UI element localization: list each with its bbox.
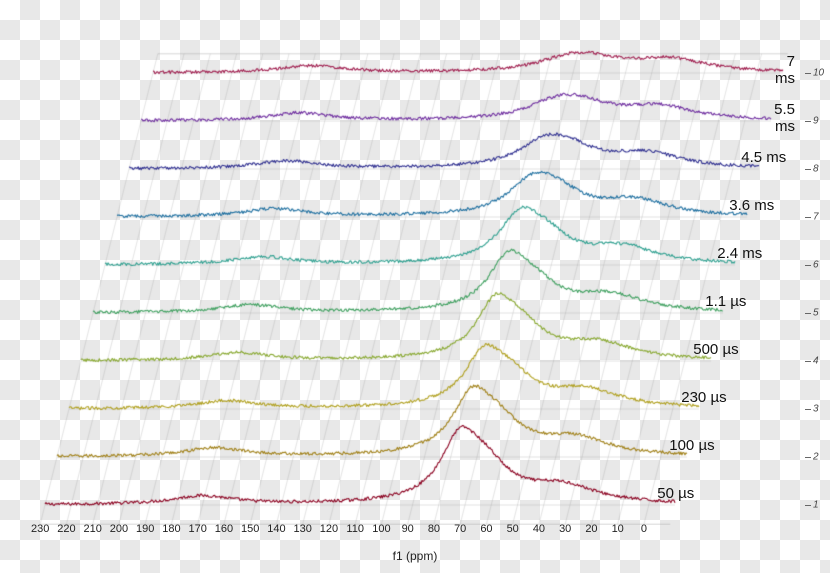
- x-tick: 130: [294, 523, 312, 535]
- trace-label: 100 µs: [669, 437, 714, 454]
- y2-tick-mark: [805, 361, 811, 362]
- x-tick: 150: [241, 523, 259, 535]
- trace-label: 2.4 ms: [717, 245, 762, 262]
- y2-axis: 1 2 3 4 5 6 7 8 9 10: [805, 15, 827, 525]
- y2-tick: 8: [813, 164, 819, 175]
- x-tick: 20: [585, 523, 597, 535]
- y2-tick: 2: [813, 452, 819, 463]
- x-tick: 100: [372, 523, 390, 535]
- x-tick: 80: [428, 523, 440, 535]
- trace-label: 4.5 ms: [741, 149, 786, 166]
- trace-label: 1.1 µs: [705, 293, 746, 310]
- y2-tick: 10: [813, 68, 824, 79]
- y2-tick: 6: [813, 260, 819, 271]
- y2-tick-mark: [805, 73, 811, 74]
- trace-label: 50 µs: [657, 485, 694, 502]
- x-tick: 230: [31, 523, 49, 535]
- y2-tick-mark: [805, 169, 811, 170]
- x-tick: 180: [162, 523, 180, 535]
- y2-tick-mark: [805, 409, 811, 410]
- x-tick: 200: [110, 523, 128, 535]
- x-tick: 120: [320, 523, 338, 535]
- x-tick: 210: [84, 523, 102, 535]
- y2-tick: 3: [813, 404, 819, 415]
- x-tick: 220: [57, 523, 75, 535]
- trace-label: 5.5 ms: [753, 101, 795, 135]
- y2-tick: 5: [813, 308, 819, 319]
- x-tick: 30: [559, 523, 571, 535]
- plot-area: 50 µs 100 µs 230 µs 500 µs 1.1 µs 2.4 ms 3.6 m…: [15, 15, 795, 525]
- x-tick: 70: [454, 523, 466, 535]
- y2-tick: 1: [813, 500, 819, 511]
- x-tick: 90: [402, 523, 414, 535]
- x-tick: 40: [533, 523, 545, 535]
- y2-tick: 4: [813, 356, 819, 367]
- x-axis: 2302202102001901801701601501401301201101…: [15, 523, 795, 543]
- y2-tick-mark: [805, 505, 811, 506]
- y2-tick: 7: [813, 212, 819, 223]
- y2-tick-mark: [805, 121, 811, 122]
- x-tick: 0: [641, 523, 647, 535]
- x-tick: 50: [507, 523, 519, 535]
- x-tick: 110: [346, 523, 364, 535]
- trace-label: 500 µs: [693, 341, 738, 358]
- x-tick: 10: [612, 523, 624, 535]
- y2-tick-mark: [805, 313, 811, 314]
- trace-label: 230 µs: [681, 389, 726, 406]
- x-tick: 160: [215, 523, 233, 535]
- trace-label: 3.6 ms: [729, 197, 774, 214]
- x-tick: 60: [480, 523, 492, 535]
- x-tick: 140: [267, 523, 285, 535]
- x-tick: 170: [189, 523, 207, 535]
- x-tick: 190: [136, 523, 154, 535]
- trace-label: 7 ms: [765, 53, 795, 87]
- x-axis-label: f1 (ppm): [393, 549, 438, 563]
- y2-tick-mark: [805, 217, 811, 218]
- y2-tick: 9: [813, 116, 819, 127]
- y2-tick-mark: [805, 265, 811, 266]
- y2-tick-mark: [805, 457, 811, 458]
